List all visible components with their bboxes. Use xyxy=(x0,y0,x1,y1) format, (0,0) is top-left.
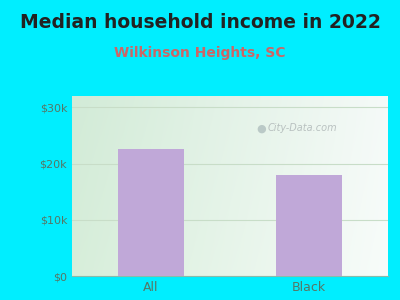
Bar xyxy=(118,149,184,276)
Bar xyxy=(276,175,342,276)
Text: Median household income in 2022: Median household income in 2022 xyxy=(20,14,380,32)
Text: ●: ● xyxy=(257,123,266,134)
Text: Wilkinson Heights, SC: Wilkinson Heights, SC xyxy=(114,46,286,61)
Text: City-Data.com: City-Data.com xyxy=(268,123,338,134)
